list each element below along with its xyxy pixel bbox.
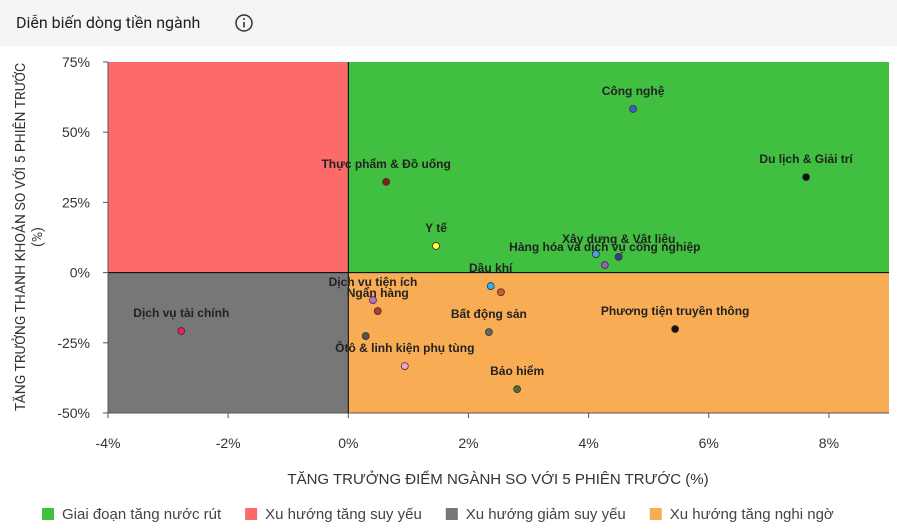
point-label: Công nghệ	[602, 84, 665, 98]
x-tick-label: 8%	[819, 435, 839, 451]
quadrant	[108, 272, 349, 413]
point-label: Ôtô & linh kiện phụ tùng	[335, 340, 474, 355]
quadrant	[108, 62, 349, 273]
x-tick-label: 6%	[699, 435, 719, 451]
point-label: Dịch vụ tài chính	[133, 306, 229, 320]
point	[600, 261, 609, 269]
point-label: Du lịch & Giải trí	[759, 152, 853, 166]
point-label: Ngân hàng	[347, 286, 409, 300]
header: Diễn biến dòng tiền ngành	[0, 0, 897, 46]
point-label: Thực phẩm & Đồ uống	[321, 157, 450, 171]
y-tick-label: -25%	[57, 335, 90, 351]
quadrant	[348, 62, 889, 273]
legend-label: Giai đoạn tăng nước rút	[62, 506, 222, 523]
point-label: Y tế	[425, 221, 447, 235]
point	[629, 104, 637, 113]
y-tick-label: 25%	[62, 194, 90, 210]
x-tick-label: 2%	[458, 435, 478, 451]
point-label: Dầu khí	[469, 261, 513, 275]
point-label: Phương tiện truyền thông	[601, 304, 750, 318]
point	[614, 252, 623, 261]
point	[361, 332, 370, 340]
x-tick-label: -2%	[216, 435, 241, 451]
y-tick-label: -50%	[57, 405, 90, 421]
point	[369, 296, 377, 305]
point	[484, 328, 493, 337]
legend-swatch	[445, 508, 458, 520]
x-axis-title: TĂNG TRƯỞNG ĐIỂM NGÀNH SO VỚI 5 PHIÊN TR…	[287, 470, 708, 488]
point	[177, 327, 186, 335]
legend-swatch	[42, 508, 54, 520]
point-label: Hàng hóa và dịch vụ công nghiệp	[509, 240, 700, 254]
title: Diễn biến dòng tiền ngành	[16, 13, 201, 32]
point-label: Bất động sản	[451, 307, 527, 321]
point	[591, 250, 600, 258]
legend-swatch	[245, 508, 258, 520]
point	[373, 307, 382, 315]
point	[497, 288, 505, 297]
legend-label: Xu hướng giảm suy yếu	[466, 506, 626, 523]
y-tick-label: 50%	[62, 124, 90, 140]
point	[671, 325, 680, 333]
point-label: Bảo hiểm	[490, 364, 544, 378]
point	[382, 178, 391, 186]
quadrant	[348, 272, 889, 413]
point	[802, 173, 810, 182]
point-label: Xây dựng & Vật liệu	[562, 232, 675, 246]
x-tick-label: 4%	[578, 435, 598, 451]
legend-label: Xu hướng tăng nghi ngờ	[670, 506, 834, 523]
info-icon[interactable]	[234, 13, 254, 33]
y-axis-title: TĂNG TRƯỞNG THANH KHOẢN SO VỚI 5 PHIÊN T…	[13, 62, 46, 412]
y-tick-label: 75%	[62, 54, 90, 70]
legend-swatch	[649, 508, 662, 520]
point	[400, 362, 409, 371]
point	[513, 385, 522, 394]
y-tick-label: 0%	[70, 265, 90, 281]
point	[486, 282, 495, 290]
x-tick-label: 0%	[338, 435, 358, 451]
point	[432, 242, 440, 250]
point-label: Dịch vụ tiện ích	[329, 275, 418, 289]
x-tick-label: -4%	[96, 435, 121, 451]
legend-label: Xu hướng tăng suy yếu	[265, 506, 422, 523]
